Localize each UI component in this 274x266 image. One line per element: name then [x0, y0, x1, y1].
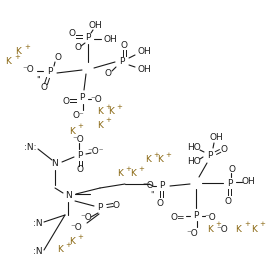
Text: OH: OH [88, 22, 102, 31]
Text: :N: :N [33, 247, 43, 256]
Text: +: + [153, 152, 159, 158]
Text: P: P [159, 181, 165, 189]
Text: :N:: :N: [24, 143, 36, 152]
Text: ⁻O: ⁻O [216, 225, 228, 234]
Text: +: + [105, 117, 111, 123]
Text: O: O [156, 198, 164, 207]
Text: K: K [251, 225, 257, 234]
Text: N: N [65, 190, 71, 200]
Text: O: O [113, 201, 119, 210]
Text: +: + [14, 54, 20, 60]
Text: K: K [97, 120, 103, 130]
Text: HO: HO [187, 143, 201, 152]
Text: :N: :N [33, 218, 43, 227]
Text: ⁻O: ⁻O [204, 213, 216, 222]
Text: ⁻O: ⁻O [90, 95, 102, 105]
Text: ⁻O: ⁻O [70, 223, 82, 232]
Text: OH: OH [137, 48, 151, 56]
Text: OH: OH [103, 35, 117, 44]
Text: K: K [5, 57, 11, 66]
Text: K: K [207, 225, 213, 234]
Text: ⁻O: ⁻O [22, 65, 34, 74]
Text: K: K [15, 48, 21, 56]
Text: K: K [57, 246, 63, 255]
Text: O⁻: O⁻ [72, 111, 84, 120]
Text: +: + [244, 221, 250, 227]
Text: O=: O= [171, 213, 185, 222]
Text: +: + [116, 104, 122, 110]
Text: +: + [259, 221, 265, 227]
Text: O: O [229, 164, 235, 173]
Text: O: O [75, 44, 81, 52]
Text: +: + [138, 166, 144, 172]
Text: K: K [97, 107, 103, 117]
Text: ⁻O: ⁻O [72, 135, 84, 144]
Text: P: P [47, 68, 53, 77]
Text: P: P [79, 94, 85, 102]
Text: O: O [121, 41, 127, 51]
Text: N: N [52, 159, 58, 168]
Text: +: + [77, 234, 83, 240]
Text: K: K [117, 169, 123, 178]
Text: P: P [77, 151, 83, 160]
Text: O: O [224, 197, 232, 206]
Text: P: P [207, 151, 213, 160]
Text: O: O [76, 165, 84, 174]
Text: K: K [145, 156, 151, 164]
Text: ⁻O: ⁻O [186, 228, 198, 238]
Text: ⁻O⁻: ⁻O⁻ [88, 148, 104, 156]
Text: K: K [108, 107, 114, 117]
Text: O: O [62, 98, 70, 106]
Text: O: O [221, 144, 227, 153]
Text: K: K [69, 127, 75, 135]
Text: P: P [193, 210, 199, 219]
Text: OH: OH [209, 132, 223, 142]
Text: +: + [105, 104, 111, 110]
Text: K: K [130, 169, 136, 178]
Text: ⁻O: ⁻O [142, 181, 154, 190]
Text: O: O [55, 53, 61, 63]
Text: ⁻O: ⁻O [80, 214, 92, 222]
Text: P: P [119, 57, 125, 66]
Text: K: K [235, 225, 241, 234]
Text: P: P [85, 34, 91, 43]
Text: K: K [157, 156, 163, 164]
Text: K: K [69, 238, 75, 247]
Text: P: P [97, 202, 103, 211]
Text: +: + [125, 166, 131, 172]
Text: ": " [36, 76, 40, 85]
Text: O: O [68, 30, 76, 39]
Text: ": " [150, 190, 154, 200]
Text: +: + [65, 242, 71, 248]
Text: +: + [24, 44, 30, 50]
Text: O: O [41, 84, 47, 93]
Text: O: O [104, 69, 112, 78]
Text: OH: OH [137, 65, 151, 74]
Text: OH: OH [241, 177, 255, 185]
Text: +: + [215, 221, 221, 227]
Text: +: + [77, 123, 83, 129]
Text: P: P [227, 178, 233, 188]
Text: +: + [165, 152, 171, 158]
Text: HO: HO [187, 156, 201, 165]
